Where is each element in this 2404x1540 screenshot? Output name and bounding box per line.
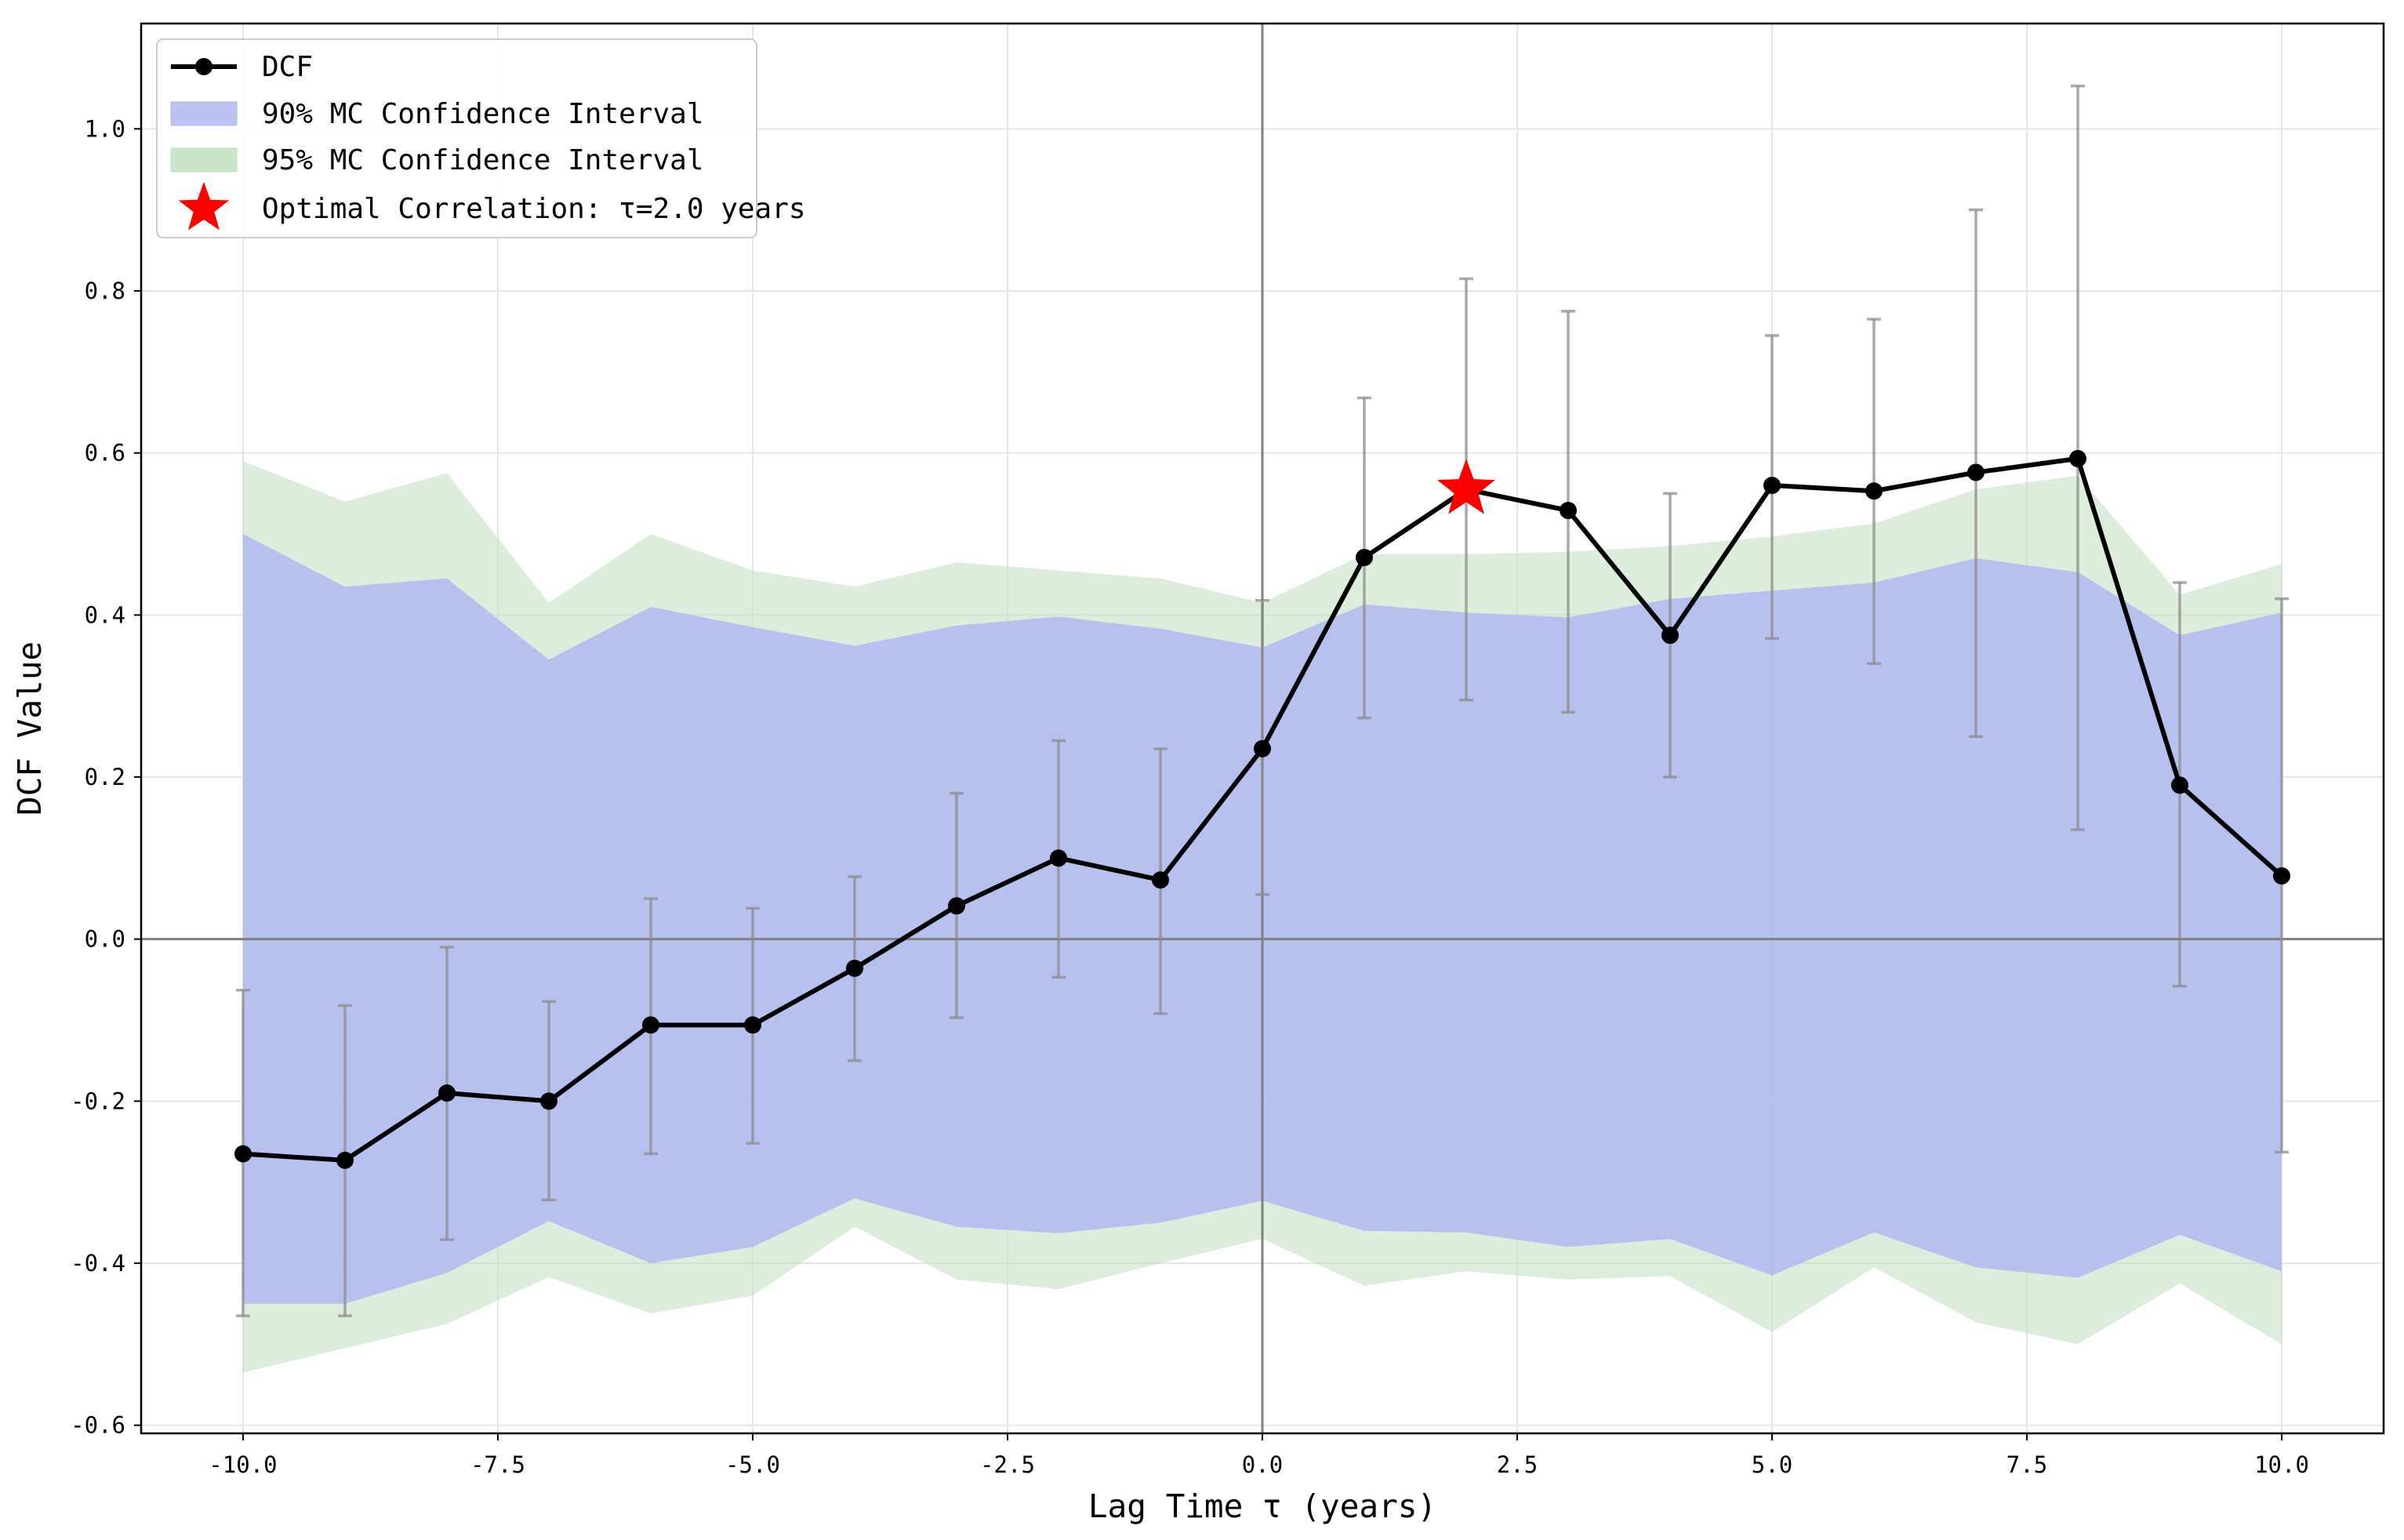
x-tick-label-1: -7.5: [470, 1451, 525, 1478]
legend-label-2: 95% MC Confidence Interval: [262, 144, 704, 176]
x-axis-ticks: -10.0 -7.5 -5.0 -2.5 0.0 2.5 5.0 7.5 10.0: [209, 1433, 2309, 1478]
x-tick-label-5: 2.5: [1497, 1451, 1538, 1478]
dcf-point-15: [1763, 477, 1781, 494]
dcf-point-14: [1661, 627, 1679, 645]
dcf-point-7: [948, 897, 965, 915]
dcf-point-2: [438, 1084, 456, 1102]
dcf-point-0: [234, 1145, 252, 1163]
y-tick-label-7: 0.8: [85, 278, 125, 304]
dcf-point-18: [2069, 449, 2086, 467]
legend-label-0: DCF: [262, 51, 313, 83]
x-tick-label-2: -5.0: [725, 1451, 780, 1478]
dcf-point-13: [1560, 502, 1577, 520]
y-axis-ticks: -0.6 -0.4 -0.2 0.0 0.2 0.4 0.6 0.8 1.0: [71, 115, 141, 1439]
y-tick-label-8: 1.0: [85, 115, 125, 142]
legend: DCF 90% MC Confidence Interval 95% MC Conf…: [156, 38, 806, 238]
y-axis-title: DCF Value: [11, 641, 49, 815]
y-tick-label-4: 0.2: [85, 764, 125, 790]
dcf-point-10: [1254, 739, 1271, 757]
y-tick-label-0: -0.6: [71, 1412, 125, 1439]
legend-star-icon: [178, 182, 230, 231]
legend-patch-1: [170, 101, 238, 126]
dcf-point-3: [540, 1092, 557, 1110]
dcf-point-19: [2171, 776, 2188, 794]
dcf-point-16: [1865, 482, 1883, 500]
legend-patch-2: [170, 147, 238, 173]
x-tick-label-0: -10.0: [209, 1451, 277, 1478]
y-tick-label-5: 0.4: [85, 601, 125, 628]
legend-label-3: Optimal Correlation: τ=2.0 years: [262, 193, 806, 225]
x-tick-label-3: -2.5: [980, 1451, 1035, 1478]
dcf-point-5: [744, 1016, 761, 1034]
dcf-series: [234, 449, 2290, 1169]
x-tick-label-6: 5.0: [1752, 1451, 1792, 1478]
y-tick-label-6: 0.6: [85, 440, 125, 467]
legend-box: [156, 38, 757, 238]
legend-dcf-marker-icon: [195, 58, 212, 75]
dcf-point-6: [846, 959, 863, 977]
dcf-point-11: [1356, 548, 1373, 566]
dcf-point-4: [642, 1016, 659, 1034]
legend-label-1: 90% MC Confidence Interval: [262, 98, 704, 130]
y-tick-label-2: -0.2: [71, 1088, 125, 1114]
x-tick-label-4: 0.0: [1242, 1451, 1283, 1478]
y-tick-label-3: 0.0: [85, 926, 125, 953]
optimal-correlation-star: [1437, 459, 1495, 514]
dcf-point-1: [336, 1151, 354, 1169]
dcf-point-17: [1967, 463, 1985, 481]
dcf-point-9: [1152, 871, 1169, 889]
x-tick-label-7: 7.5: [2006, 1451, 2047, 1478]
dcf-point-20: [2273, 867, 2290, 885]
x-axis-title: Lag Time τ (years): [1088, 1487, 1436, 1525]
dcf-point-8: [1050, 849, 1067, 867]
y-tick-label-1: -0.4: [71, 1250, 125, 1277]
x-tick-label-8: 10.0: [2254, 1451, 2309, 1478]
